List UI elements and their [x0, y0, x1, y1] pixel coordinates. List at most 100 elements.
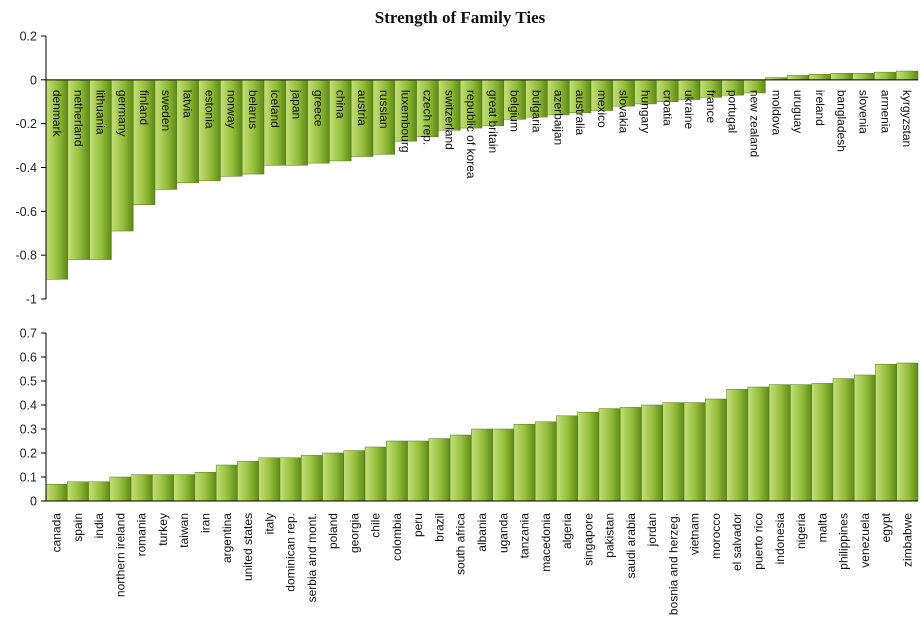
top-y-tick-label: 0.2 [20, 30, 37, 44]
bottom-category-label: algeria [560, 513, 574, 549]
bottom-bar [343, 450, 366, 502]
bottom-bar [492, 428, 515, 502]
bottom-category-label: uganda [496, 513, 510, 553]
top-category-label: ireland [813, 90, 827, 126]
bottom-bar [471, 428, 493, 502]
top-category-label: estonia [203, 90, 217, 129]
top-bar [786, 75, 810, 81]
top-category-label: great britain [486, 90, 500, 153]
bottom-bar [896, 362, 919, 502]
top-category-label: france [704, 90, 718, 124]
bottom-category-label: venezuela [858, 513, 872, 568]
bottom-bar [67, 481, 89, 502]
bottom-category-label: puerto rico [751, 513, 765, 570]
bottom-category-label: indonesia [773, 513, 787, 565]
top-category-label: greece [312, 90, 326, 127]
bottom-category-label: northern ireland [113, 513, 127, 597]
bottom-bar [322, 452, 345, 502]
bottom-bar [130, 474, 153, 502]
bottom-category-label: singapore [581, 513, 595, 566]
top-category-label: latvia [181, 90, 195, 118]
bottom-category-label: morocco [709, 513, 723, 559]
bottom-bar [747, 386, 770, 502]
bottom-bar [300, 455, 323, 502]
top-category-label: slovenia [857, 90, 871, 134]
top-panel: 0.2 0 -0.2 -0.4 -0.6 -0.8 -1 denmark netherland l… [15, 30, 919, 307]
top-category-label: norway [224, 90, 238, 129]
bottom-category-label: tanzania [518, 513, 532, 559]
bottom-bar [88, 481, 111, 502]
top-category-label: belgium [508, 90, 522, 132]
bottom-category-label: turkey [156, 513, 170, 546]
top-category-label: japan [290, 89, 304, 119]
top-category-label: luxembourg [399, 90, 413, 153]
top-category-label: bangladesh [835, 90, 849, 152]
top-bar [895, 70, 919, 81]
bottom-panel: 0.7 0.6 0.5 0.4 0.3 0.2 0.1 0 canada spain india no… [20, 327, 919, 615]
bottom-category-label: serbia and mont. [305, 513, 319, 602]
bottom-bar [215, 464, 238, 502]
top-category-label: denmark [50, 90, 64, 138]
bottom-bar [534, 421, 557, 502]
top-category-label: croatia [660, 90, 674, 126]
bottom-y-tick-label: 0.7 [20, 327, 37, 341]
chart-title: Strength of Family Ties [374, 8, 546, 27]
bottom-category-label: spain [71, 513, 85, 542]
top-category-label: sweden [159, 90, 173, 131]
top-y-tick-label: -1 [26, 293, 37, 307]
bottom-bar [428, 438, 451, 502]
bottom-category-label: egypt [879, 512, 893, 542]
bottom-category-label: brazil [432, 513, 446, 542]
bottom-bar [790, 384, 812, 502]
top-category-label: republic of korea [464, 90, 478, 179]
bottom-category-label: zimbabwe [900, 513, 914, 567]
bottom-category-label: south africa [454, 513, 468, 575]
bottom-category-label: india [92, 513, 106, 539]
top-category-label: austria [355, 90, 369, 126]
top-category-label: bulgaria [530, 90, 544, 133]
top-category-label: netherland [72, 90, 86, 147]
bottom-bar [449, 434, 472, 502]
bottom-bar [768, 384, 791, 502]
bottom-bar [386, 440, 408, 502]
bottom-category-label: poland [326, 513, 340, 549]
bottom-category-label: dominican rep. [284, 513, 298, 592]
top-category-label: new zealand [748, 90, 762, 157]
bottom-category-label: vietnam [688, 513, 702, 555]
bottom-category-label: jordan [645, 513, 659, 547]
top-category-label: mexico [595, 90, 609, 128]
bottom-category-label: colombia [390, 513, 404, 561]
top-category-label: switzerland [442, 90, 456, 150]
bottom-y-tick-label: 0.2 [20, 447, 37, 461]
bottom-category-label: taiwan [177, 513, 191, 548]
bottom-y-tick-label: 0 [30, 495, 37, 509]
top-y-tick-label: -0.6 [15, 205, 37, 219]
top-y-tick-label: -0.4 [15, 161, 37, 175]
bottom-bar [853, 374, 876, 502]
bottom-category-label: canada [50, 513, 64, 553]
top-category-label: kyrgyzstan [900, 90, 914, 147]
bottom-bar [364, 446, 387, 502]
bottom-y-tick-label: 0.3 [20, 423, 37, 437]
bottom-bar [258, 457, 281, 502]
bottom-category-label: albania [475, 513, 489, 552]
bottom-bar [513, 423, 536, 502]
bottom-bar [237, 461, 259, 502]
bottom-category-label: macedonia [539, 513, 553, 572]
top-category-label: armenia [878, 90, 892, 134]
top-y-tick-label: -0.2 [15, 117, 37, 131]
bottom-bar [641, 404, 664, 502]
bottom-bar [832, 378, 855, 502]
bottom-y-tick-label: 0.6 [20, 351, 37, 365]
bottom-bar [577, 411, 600, 502]
bottom-y-tick-label: 0.5 [20, 375, 37, 389]
bottom-y-tick-label: 0.1 [20, 471, 37, 485]
bottom-category-label: iran [199, 513, 213, 533]
top-category-label: russian [377, 90, 391, 129]
bottom-category-label: nigeria [794, 513, 808, 549]
bottom-bar [619, 407, 642, 502]
top-category-label: uruguay [791, 90, 805, 133]
top-category-label: germany [115, 90, 129, 137]
bottom-category-label: united states [241, 513, 255, 581]
